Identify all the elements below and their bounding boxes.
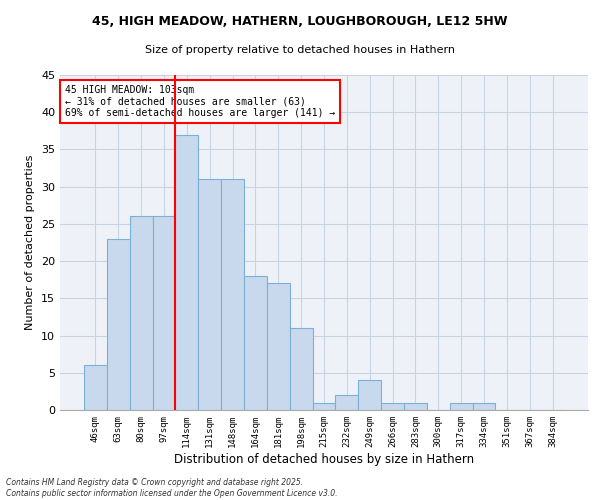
Y-axis label: Number of detached properties: Number of detached properties xyxy=(25,155,35,330)
Bar xyxy=(152,216,175,410)
Bar xyxy=(381,402,404,410)
Bar xyxy=(130,216,152,410)
Bar xyxy=(244,276,267,410)
Bar xyxy=(175,134,198,410)
X-axis label: Distribution of detached houses by size in Hathern: Distribution of detached houses by size … xyxy=(174,452,474,466)
Bar xyxy=(290,328,313,410)
Bar xyxy=(221,179,244,410)
Bar xyxy=(358,380,381,410)
Bar xyxy=(404,402,427,410)
Bar xyxy=(84,366,107,410)
Text: Contains HM Land Registry data © Crown copyright and database right 2025.
Contai: Contains HM Land Registry data © Crown c… xyxy=(6,478,337,498)
Text: Size of property relative to detached houses in Hathern: Size of property relative to detached ho… xyxy=(145,45,455,55)
Text: 45, HIGH MEADOW, HATHERN, LOUGHBOROUGH, LE12 5HW: 45, HIGH MEADOW, HATHERN, LOUGHBOROUGH, … xyxy=(92,15,508,28)
Bar xyxy=(107,239,130,410)
Bar xyxy=(450,402,473,410)
Bar xyxy=(473,402,496,410)
Text: 45 HIGH MEADOW: 103sqm
← 31% of detached houses are smaller (63)
69% of semi-det: 45 HIGH MEADOW: 103sqm ← 31% of detached… xyxy=(65,85,335,118)
Bar xyxy=(313,402,335,410)
Bar xyxy=(267,284,290,410)
Bar xyxy=(198,179,221,410)
Bar xyxy=(335,395,358,410)
